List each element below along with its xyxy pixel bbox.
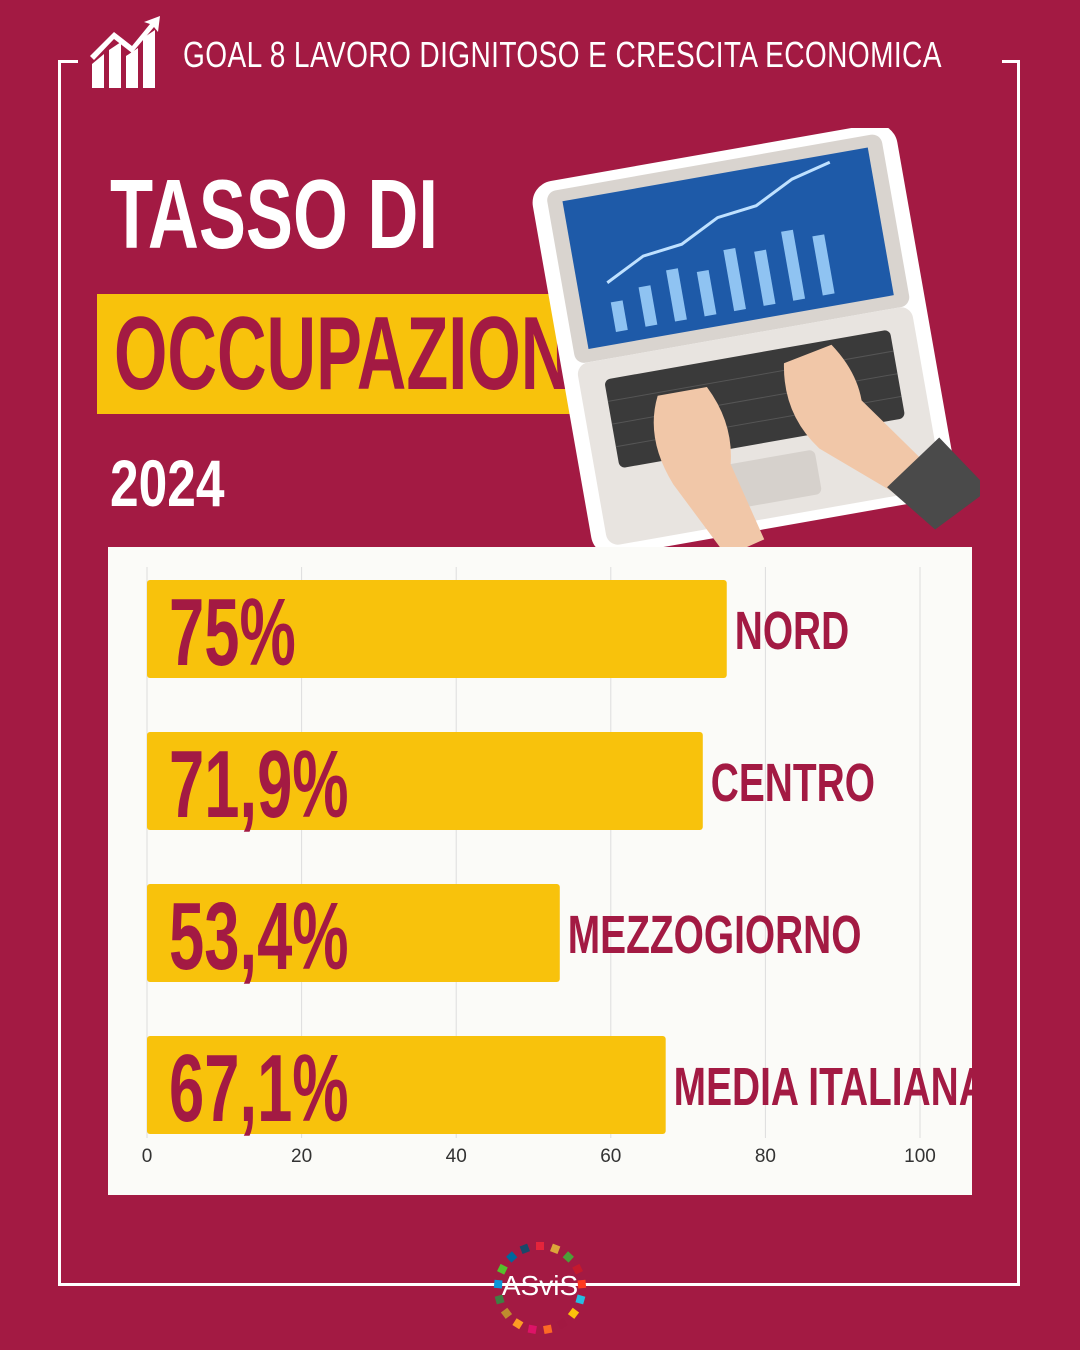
x-tick-label: 40 (446, 1146, 467, 1167)
logo-segment (577, 1279, 587, 1289)
category-label: CENTRO (711, 752, 875, 813)
bar (147, 580, 727, 678)
page-title-line1: TASSO DI (110, 159, 438, 269)
x-tick-label: 60 (600, 1146, 621, 1167)
data-label: 67,1% (169, 1035, 349, 1142)
logo-segment (497, 1263, 508, 1275)
logo-segment (556, 1318, 568, 1330)
bar-chart: 0 20 40 60 80 100 75% NORD 71,9% CENTRO 53,4% MEZZO… (142, 567, 972, 1167)
data-label: 75% (169, 579, 296, 686)
data-label: 53,4% (169, 883, 349, 990)
asvis-logo: ASviS (493, 1242, 587, 1334)
logo-segment (562, 1251, 574, 1263)
bar (147, 884, 560, 982)
logo-text: ASviS (502, 1270, 578, 1301)
x-tick-label: 100 (904, 1146, 936, 1167)
logo-segment (536, 1242, 544, 1250)
logo-segment (506, 1251, 518, 1263)
x-tick-label: 0 (142, 1146, 153, 1167)
x-tick-label: 80 (755, 1146, 776, 1167)
bar (147, 732, 703, 830)
logo-segment (575, 1294, 586, 1305)
logo-segment (500, 1307, 513, 1319)
data-label: 71,9% (169, 731, 349, 838)
chart-panel: 0 20 40 60 80 100 75% NORD 71,9% CENTRO 53,4% MEZZO… (108, 547, 972, 1195)
growth-chart-icon (90, 16, 160, 88)
year-label: 2024 (110, 446, 225, 520)
logo-segment (567, 1307, 580, 1319)
logo-segment (519, 1243, 531, 1255)
logo-segment (493, 1279, 503, 1289)
bar (147, 1036, 666, 1134)
category-label: MEDIA ITALIANA (674, 1056, 972, 1117)
category-label: NORD (735, 600, 849, 661)
logo-segment (572, 1263, 583, 1275)
x-tick-label: 20 (291, 1146, 312, 1167)
logo-segment (549, 1243, 561, 1255)
goal-label: GOAL 8 LAVORO DIGNITOSO E CRESCITA ECONO… (183, 34, 942, 75)
logo-segment (543, 1324, 553, 1334)
header-band (78, 22, 1002, 92)
logo-segment (527, 1324, 537, 1334)
logo-segment (512, 1318, 524, 1330)
page-title-line2: OCCUPAZIONE (114, 296, 617, 412)
category-label: MEZZOGIORNO (568, 904, 862, 965)
logo-segment (494, 1294, 505, 1305)
laptop-illustration (532, 128, 980, 557)
